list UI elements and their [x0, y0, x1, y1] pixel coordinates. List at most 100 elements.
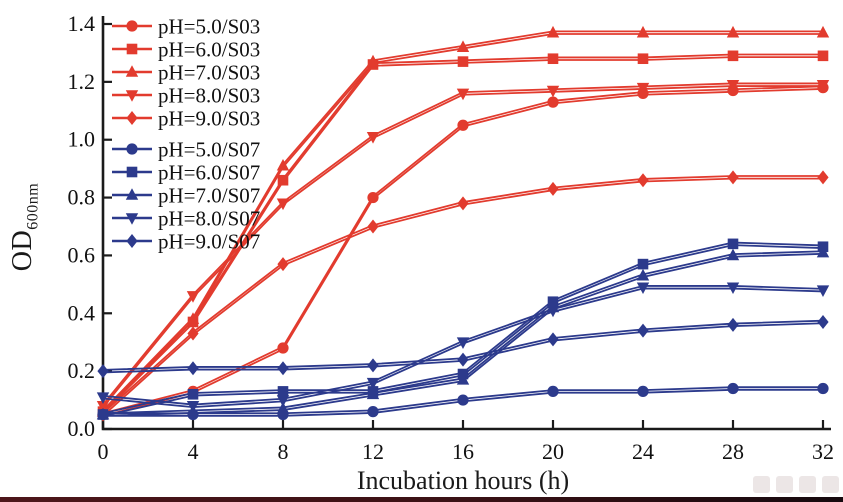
series-marker-square: [547, 53, 559, 65]
series-marker-diamond: [817, 314, 829, 329]
legend-item: pH=8.0/S07: [112, 207, 260, 231]
series-marker-triangle-down: [636, 82, 650, 95]
series-marker-triangle-down: [546, 305, 560, 318]
series-marker-circle: [277, 342, 289, 354]
series-marker-diamond: [457, 352, 469, 367]
series-marker-triangle-down: [546, 85, 560, 98]
legend-marker-triangle-up: [125, 65, 139, 77]
legend-marker-triangle-down: [125, 90, 139, 102]
legend-item: pH=9.0/S07: [112, 230, 260, 254]
series-marker-circle: [367, 191, 379, 204]
y-tick-label: 0.0: [68, 416, 96, 441]
legend-label: pH=5.0/S03: [158, 15, 260, 39]
series-marker-circle: [547, 385, 559, 397]
watermark-glyph: [799, 475, 816, 493]
legend-label: pH=7.0/S07: [158, 184, 260, 208]
x-tick-label: 16: [452, 439, 474, 464]
legend-item: pH=7.0/S07: [112, 184, 260, 208]
series-marker-diamond: [187, 361, 199, 376]
series-marker-square: [277, 386, 289, 397]
legend-marker-square: [126, 43, 138, 55]
series-marker-triangle-up: [366, 387, 380, 400]
photo-edge-artifact: [0, 497, 843, 502]
series-marker-diamond: [367, 219, 379, 234]
watermark-glyph: [822, 475, 839, 493]
series-marker-circle: [457, 119, 469, 131]
series-marker-square: [187, 388, 199, 400]
series-marker-triangle-down: [456, 88, 470, 101]
x-tick-label: 20: [542, 439, 564, 464]
series-marker-triangle-down: [96, 401, 110, 413]
series-marker-triangle-down: [96, 392, 110, 404]
legend-label: pH=8.0/S07: [158, 207, 260, 231]
legend-item: pH=7.0/S03: [112, 61, 260, 85]
legend-marker-triangle-up: [125, 188, 139, 200]
y-axis-title-subscript: 600nm: [24, 182, 42, 230]
series-marker-triangle-down: [366, 132, 380, 144]
legend-label: pH=8.0/S03: [158, 84, 260, 108]
series-marker-triangle-up: [96, 407, 110, 420]
series-marker-square: [457, 56, 469, 67]
legend-label: pH=6.0/S03: [158, 38, 260, 62]
series-marker-triangle-down: [276, 198, 290, 211]
y-tick-label: 0.2: [68, 358, 96, 383]
legend-marker-diamond: [126, 111, 138, 125]
x-tick-label: 12: [362, 439, 384, 464]
series-marker-square: [637, 258, 649, 270]
watermark-glyph: [753, 475, 770, 493]
series-marker-circle: [457, 394, 469, 406]
series-marker-diamond: [187, 326, 199, 341]
x-tick-label: 28: [722, 439, 744, 464]
series-marker-triangle-down: [186, 291, 200, 303]
series-marker-diamond: [727, 317, 739, 332]
series-marker-square: [727, 50, 739, 62]
legend-label: pH=7.0/S03: [158, 61, 260, 85]
series-marker-triangle-up: [636, 268, 650, 281]
series-marker-square: [637, 53, 649, 65]
x-axis-title: Incubation hours (h): [356, 466, 570, 495]
series-marker-circle: [727, 382, 739, 395]
series-marker-triangle-down: [636, 282, 650, 295]
series-marker-triangle-up: [186, 312, 200, 324]
series-marker-triangle-up: [456, 40, 470, 52]
legend-marker-circle: [126, 143, 138, 155]
legend-item: pH=6.0/S03: [112, 38, 260, 62]
series-marker-triangle-up: [816, 245, 830, 258]
series-marker-triangle-up: [636, 25, 650, 38]
y-tick-label: 1.4: [68, 11, 96, 36]
y-tick-label: 0.8: [68, 185, 96, 210]
y-tick-label: 1.2: [68, 69, 96, 94]
legend-marker-circle: [126, 20, 138, 32]
legend-item: pH=6.0/S07: [112, 161, 260, 185]
series-marker-diamond: [277, 361, 289, 376]
series-marker-diamond: [637, 173, 649, 188]
series-marker-triangle-down: [456, 337, 470, 350]
series-marker-diamond: [637, 323, 649, 338]
series-marker-circle: [637, 385, 649, 397]
x-tick-label: 4: [188, 439, 199, 464]
series-marker-triangle-up: [276, 401, 290, 414]
series-marker-diamond: [817, 170, 829, 185]
legend-item: pH=9.0/S03: [112, 107, 260, 131]
x-tick-label: 8: [278, 439, 289, 464]
series-marker-diamond: [547, 181, 559, 196]
x-tick-label: 24: [632, 439, 654, 464]
series-marker-diamond: [727, 170, 739, 185]
series-marker-diamond: [97, 364, 109, 379]
series-marker-circle: [547, 96, 559, 108]
series-marker-triangle-up: [546, 25, 560, 38]
series-marker-square: [817, 50, 829, 62]
legend-label: pH=6.0/S07: [158, 161, 260, 185]
series-marker-diamond: [457, 196, 469, 211]
x-tick-label: 32: [812, 439, 834, 464]
legend-label: pH=9.0/S03: [158, 107, 260, 131]
legend-item: pH=5.0/S03: [112, 15, 260, 39]
series-marker-triangle-up: [726, 248, 740, 261]
series-marker-triangle-up: [276, 158, 290, 171]
legend-marker-square: [126, 166, 138, 178]
y-axis-title-main: OD: [7, 229, 38, 272]
y-axis-title: OD600nm: [7, 117, 51, 337]
legend-item: pH=5.0/S07: [112, 138, 260, 162]
